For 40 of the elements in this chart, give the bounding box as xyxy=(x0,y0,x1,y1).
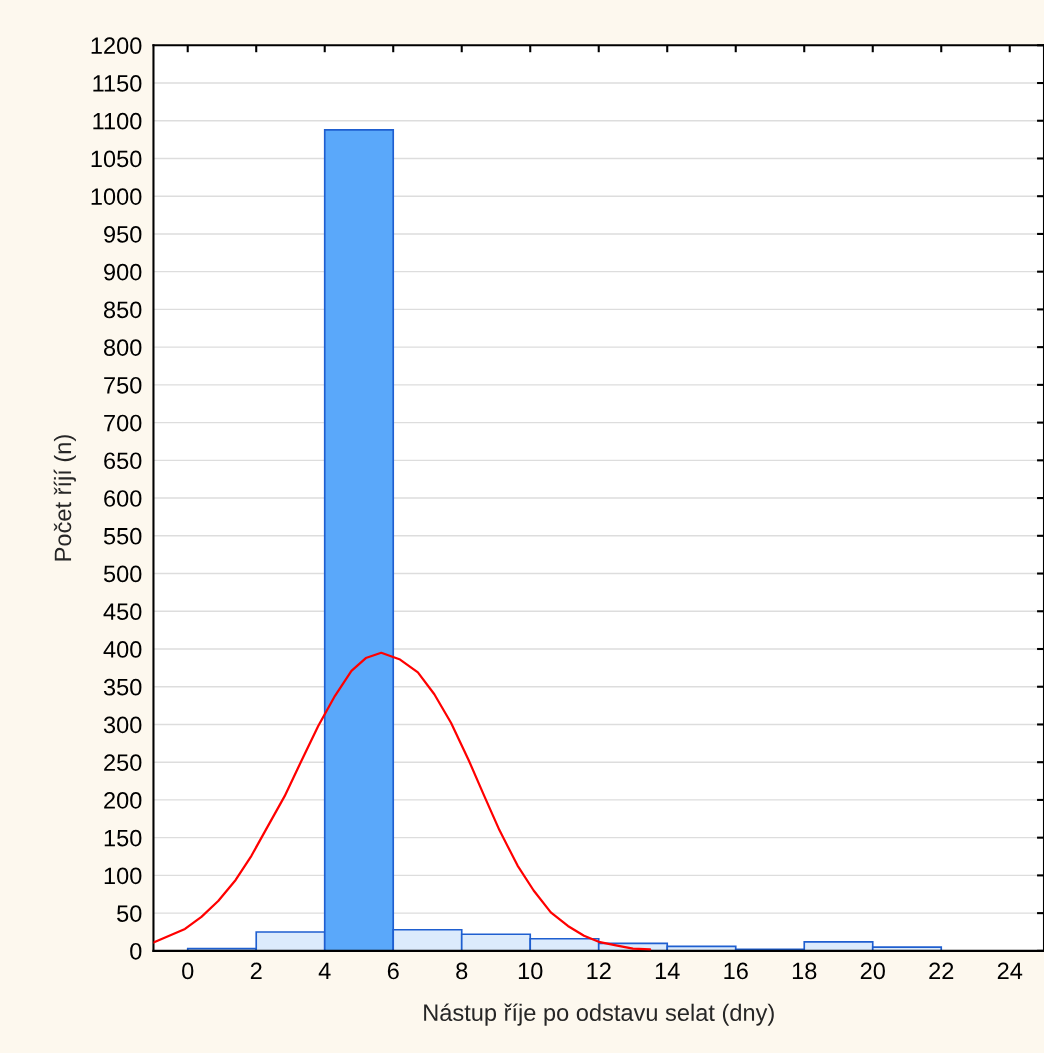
y-tick-label: 50 xyxy=(117,905,142,922)
x-tick-label: 10 xyxy=(518,962,543,980)
x-tick-label: 4 xyxy=(318,962,331,980)
y-tick-label: 200 xyxy=(104,792,142,809)
y-tick-label: 1100 xyxy=(93,112,142,130)
y-tick-label: 100 xyxy=(104,867,142,885)
y-tick-label: 750 xyxy=(104,376,142,394)
x-tick-label: 8 xyxy=(456,962,468,980)
y-tick-label: 900 xyxy=(104,263,142,281)
x-tick-label: 20 xyxy=(860,962,885,980)
y-tick-label: 650 xyxy=(104,452,142,470)
y-tick-label: 300 xyxy=(103,716,142,734)
x-tick-label: 6 xyxy=(387,962,399,980)
y-tick-label: 1050 xyxy=(91,150,142,168)
y-tick-label: 1200 xyxy=(91,37,142,55)
x-axis-title: Nástup říje po odstavu selat (dny) xyxy=(424,1003,774,1026)
y-tick-label: 500 xyxy=(103,565,142,583)
y-axis-title: Počet říjí (n) xyxy=(53,435,76,561)
y-tick-label: 400 xyxy=(103,641,142,658)
x-tick-label: 22 xyxy=(929,962,954,980)
y-tick-label: 250 xyxy=(104,754,142,771)
y-tick-label: 1150 xyxy=(93,75,142,92)
x-tick-label: 2 xyxy=(250,962,262,980)
y-tick-label: 700 xyxy=(104,414,142,432)
y-tick-label: 950 xyxy=(104,226,142,243)
x-tick-label: 12 xyxy=(587,962,611,980)
x-tick-label: 0 xyxy=(182,962,194,980)
y-tick-label: 150 xyxy=(104,829,142,847)
y-tick-label: 600 xyxy=(104,490,142,507)
x-tick-label: 14 xyxy=(655,962,680,980)
x-tick-label: 24 xyxy=(997,962,1023,980)
x-tick-label: 16 xyxy=(724,962,748,980)
y-tick-label: 850 xyxy=(103,301,142,319)
y-tick-label: 350 xyxy=(103,678,142,696)
y-tick-label: 0 xyxy=(130,942,142,960)
y-tick-label: 1000 xyxy=(91,188,142,205)
y-tick-label: 450 xyxy=(103,603,142,621)
x-tick-label: 18 xyxy=(792,962,817,980)
y-tick-label: 800 xyxy=(103,339,142,356)
y-tick-label: 550 xyxy=(103,527,142,545)
